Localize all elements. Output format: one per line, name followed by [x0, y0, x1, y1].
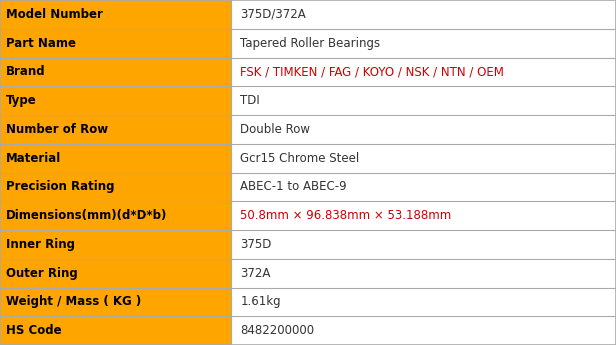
Text: 1.61kg: 1.61kg: [240, 295, 281, 308]
Bar: [0, 230, 231, 259]
Bar: [0, 172, 231, 201]
Bar: [0, 86, 231, 115]
Bar: [231, 86, 616, 115]
Bar: [231, 172, 616, 201]
Bar: [231, 115, 616, 144]
Text: Type: Type: [6, 94, 37, 107]
Text: Outer Ring: Outer Ring: [6, 267, 78, 280]
Bar: [0, 0, 231, 29]
Bar: [0, 201, 231, 230]
Bar: [0, 58, 231, 86]
Bar: [231, 230, 616, 259]
Bar: [231, 201, 616, 230]
Bar: [231, 144, 616, 172]
Text: Model Number: Model Number: [6, 8, 103, 21]
Bar: [0, 316, 231, 345]
Bar: [231, 0, 616, 29]
Text: Inner Ring: Inner Ring: [6, 238, 75, 251]
Text: ABEC-1 to ABEC-9: ABEC-1 to ABEC-9: [240, 180, 347, 194]
Bar: [0, 115, 231, 144]
Bar: [231, 316, 616, 345]
Text: 8482200000: 8482200000: [240, 324, 314, 337]
Bar: [0, 259, 231, 287]
Bar: [0, 144, 231, 172]
Text: Weight / Mass ( KG ): Weight / Mass ( KG ): [6, 295, 142, 308]
Bar: [231, 58, 616, 86]
Text: Dimensions(mm)(d*D*b): Dimensions(mm)(d*D*b): [6, 209, 168, 222]
Text: Part Name: Part Name: [6, 37, 76, 50]
Text: Number of Row: Number of Row: [6, 123, 108, 136]
Bar: [231, 287, 616, 316]
Text: Double Row: Double Row: [240, 123, 310, 136]
Text: Gcr15 Chrome Steel: Gcr15 Chrome Steel: [240, 151, 360, 165]
Bar: [0, 287, 231, 316]
Text: 375D: 375D: [240, 238, 272, 251]
Text: Precision Rating: Precision Rating: [6, 180, 115, 194]
Text: 375D/372A: 375D/372A: [240, 8, 306, 21]
Bar: [0, 29, 231, 58]
Text: FSK / TIMKEN / FAG / KOYO / NSK / NTN / OEM: FSK / TIMKEN / FAG / KOYO / NSK / NTN / …: [240, 65, 504, 78]
Text: 50.8mm × 96.838mm × 53.188mm: 50.8mm × 96.838mm × 53.188mm: [240, 209, 452, 222]
Text: TDI: TDI: [240, 94, 260, 107]
Text: 372A: 372A: [240, 267, 270, 280]
Bar: [231, 259, 616, 287]
Text: Brand: Brand: [6, 65, 46, 78]
Bar: [231, 29, 616, 58]
Text: HS Code: HS Code: [6, 324, 62, 337]
Text: Material: Material: [6, 151, 62, 165]
Text: Tapered Roller Bearings: Tapered Roller Bearings: [240, 37, 380, 50]
